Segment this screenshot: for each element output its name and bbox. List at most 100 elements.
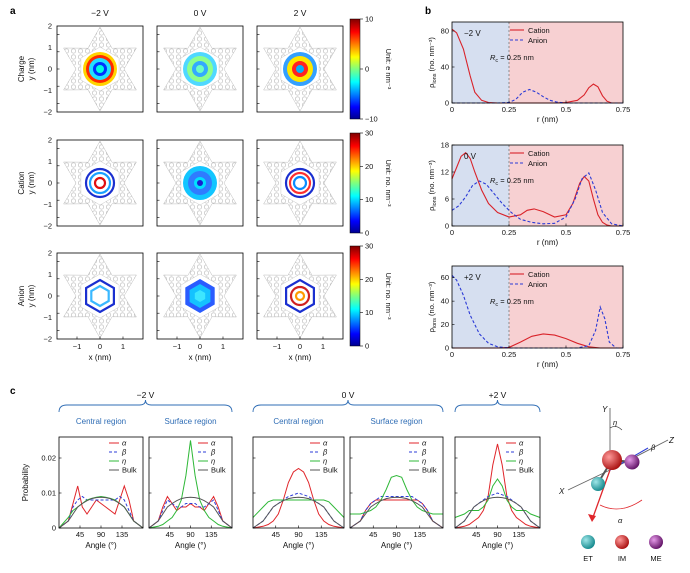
- map-column-header: −2 V: [91, 8, 109, 18]
- map-ytick-label: −1: [43, 86, 52, 95]
- alpha-line: [252, 467, 345, 529]
- profile-xlabel: r (nm): [537, 238, 559, 247]
- map-ytick-label: 1: [48, 43, 52, 52]
- legend-atom-label: ME: [650, 554, 661, 563]
- distribution-xtick-label: 45: [166, 530, 174, 539]
- profile-frame: [451, 144, 624, 227]
- map-ytick-label: 0: [48, 179, 52, 188]
- legend-alpha-label: α: [211, 439, 216, 448]
- map-ytick-label: 0: [48, 65, 52, 74]
- map-xlabel: x (nm): [89, 353, 112, 362]
- legend-eta-label: η: [519, 457, 523, 466]
- rc-label: Rc = 0.25 nm: [490, 297, 534, 308]
- axis-label-z: Z: [668, 436, 675, 445]
- map-row-label: Cation: [17, 171, 26, 194]
- axis-label-x: X: [558, 487, 565, 496]
- profile-xtick-label: 0.75: [616, 228, 631, 237]
- colorbar-unit: Unit: no. nm⁻³: [384, 160, 393, 207]
- colorbar: [349, 18, 361, 120]
- map-cell: [156, 252, 244, 340]
- map-cell: [256, 139, 344, 227]
- legend-beta-label: β: [322, 448, 328, 457]
- map-ylabel: y (nm): [27, 284, 36, 307]
- profile-potential-label: +2 V: [464, 273, 481, 282]
- colorbar-tick-label: 30: [365, 129, 373, 138]
- distribution-xtick-label: 45: [369, 530, 377, 539]
- legend-bulk-label: Bulk: [211, 466, 226, 475]
- legend-eta-label: η: [122, 457, 126, 466]
- map-xtick-label: −1: [273, 342, 282, 351]
- map-xlabel: x (nm): [289, 353, 312, 362]
- profile-ylabel: ρions (no. nm⁻³): [427, 281, 438, 332]
- density-ring: [93, 176, 107, 190]
- map-ytick-label: −1: [43, 313, 52, 322]
- map-xtick-label: 1: [221, 342, 225, 351]
- map-cell: [156, 25, 244, 113]
- profile-ytick-label: 0: [445, 99, 449, 108]
- bulk-line: [148, 496, 233, 529]
- alpha-angle-label: α: [618, 516, 623, 525]
- group-brace: [58, 399, 233, 413]
- distribution-xtick-label: 90: [392, 530, 400, 539]
- axis-label-y: Y: [602, 405, 608, 414]
- distribution-group-header: +2 V: [489, 390, 507, 400]
- map-xtick-label: −1: [173, 342, 182, 351]
- legend-bulk-label: Bulk: [323, 466, 338, 475]
- colorbar-tick-label: 0: [365, 65, 369, 74]
- profile-ytick-label: 12: [441, 168, 449, 177]
- profile-ytick-label: 0: [445, 222, 449, 231]
- density-ring: [194, 290, 206, 302]
- distribution-group-header: −2 V: [137, 390, 155, 400]
- map-column-header: 2 V: [294, 8, 307, 18]
- distribution-xtick-label: 135: [512, 530, 525, 539]
- profile-xtick-label: 0.5: [561, 228, 571, 237]
- map-xlabel: x (nm): [189, 353, 212, 362]
- region-label: Surface region: [370, 417, 422, 426]
- region-label: Central region: [76, 417, 126, 426]
- eta-line: [252, 499, 345, 518]
- density-ring: [197, 180, 203, 186]
- colorbar-tick-label: 20: [365, 162, 373, 171]
- legend-eta-label: η: [211, 457, 215, 466]
- map-cell: [156, 139, 244, 227]
- legend-beta-label: β: [210, 448, 216, 457]
- eta-line: [350, 474, 443, 515]
- bulk-line: [58, 496, 144, 529]
- legend-anion-label: Anion: [528, 159, 547, 168]
- density-ring: [96, 65, 104, 73]
- colorbar-tick-label: 20: [365, 275, 373, 284]
- surface-region-shade: [509, 266, 623, 348]
- profile-ylabel: ρions (no. nm⁻³): [427, 37, 438, 88]
- panel-letter-c: c: [10, 386, 16, 397]
- legend-cation-label: Cation: [528, 149, 550, 158]
- legend-atom-et: [581, 535, 595, 549]
- beta-line: [58, 495, 144, 529]
- legend-anion-label: Anion: [528, 280, 547, 289]
- rc-label: Rc = 0.25 nm: [490, 176, 534, 187]
- distribution-xtick-label: 135: [116, 530, 129, 539]
- anion-line: [451, 275, 623, 349]
- distribution-frame: [148, 436, 233, 529]
- bulk-line: [252, 496, 345, 529]
- map-ytick-label: 1: [48, 270, 52, 279]
- distribution-xlabel: Angle (°): [482, 541, 514, 550]
- colorbar-tick-label: 0: [365, 229, 369, 238]
- distribution-xtick-label: 135: [413, 530, 426, 539]
- dipole-arrowhead: [588, 514, 596, 522]
- colorbar-unit: Unit: no. nm⁻³: [384, 273, 393, 320]
- map-xtick-label: 0: [198, 342, 202, 351]
- legend-alpha-label: α: [122, 439, 127, 448]
- distribution-xtick-label: 90: [493, 530, 501, 539]
- density-ring: [196, 65, 204, 73]
- map-ytick-label: 2: [48, 136, 52, 145]
- beta-line: [148, 499, 233, 529]
- distribution-xlabel: Angle (°): [85, 541, 117, 550]
- colorbar-tick-label: 10: [365, 195, 373, 204]
- density-ring: [90, 284, 110, 308]
- anion-line: [451, 171, 624, 227]
- distribution-xtick-label: 90: [97, 530, 105, 539]
- atom-im: [602, 450, 622, 470]
- legend-atom-im: [615, 535, 629, 549]
